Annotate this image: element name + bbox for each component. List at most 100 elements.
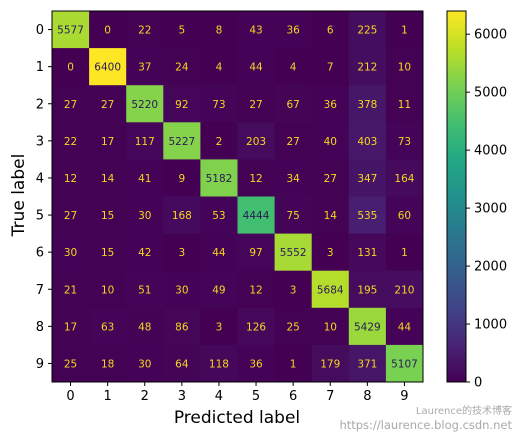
cell-value-label: 210: [394, 284, 414, 296]
heatmap-cell: [348, 233, 387, 272]
y-axis-label: True label: [9, 154, 29, 238]
x-tick-label: 7: [326, 389, 334, 404]
cell-value-label: 5429: [354, 321, 381, 333]
heatmap-cell: [385, 270, 424, 309]
heatmap-cell: [126, 233, 164, 272]
cell-value-label: 42: [138, 247, 151, 259]
heatmap-cell: [200, 85, 238, 123]
heatmap-cell: [274, 307, 313, 346]
colorbar-tick-label: 5000: [474, 86, 507, 101]
cell-value-label: 0: [104, 25, 111, 37]
heatmap-cell: [237, 122, 276, 160]
cell-value-label: 27: [249, 99, 262, 111]
colorbar-tick-label: 6000: [474, 28, 507, 43]
cell-value-label: 1: [401, 247, 408, 259]
heatmap-cell: [126, 159, 164, 197]
cell-value-label: 36: [249, 358, 263, 370]
y-tick-label: 1: [36, 60, 44, 75]
heatmap-cell: [348, 11, 387, 49]
x-tick-label: 0: [66, 389, 74, 404]
x-tick-label: 8: [363, 389, 371, 404]
heatmap-cell: [89, 11, 127, 49]
cell-value-label: 34: [286, 173, 300, 185]
cell-value-label: 5227: [168, 136, 195, 148]
cell-value-label: 24: [175, 62, 189, 74]
heatmap-cell: [126, 11, 164, 49]
heatmap-cell: [89, 85, 127, 123]
heatmap-cell: [385, 11, 424, 49]
heatmap-cell: [237, 307, 276, 346]
cell-value-label: 75: [286, 210, 299, 222]
heatmap-cell: [200, 11, 238, 49]
y-tick-label: 0: [36, 23, 44, 38]
cell-value-label: 371: [357, 358, 377, 370]
cell-value-label: 535: [357, 210, 377, 222]
heatmap-cell: [52, 122, 90, 160]
cell-value-label: 9: [179, 173, 186, 185]
cell-value-label: 118: [209, 358, 229, 370]
colorbar-tick-label: 2000: [474, 260, 507, 275]
y-tick-label: 5: [36, 209, 44, 224]
heatmap-cell: [237, 48, 276, 86]
cell-value-label: 5107: [391, 358, 418, 370]
cell-value-label: 25: [64, 358, 77, 370]
cell-value-label: 27: [324, 173, 337, 185]
cell-value-label: 203: [246, 136, 266, 148]
heatmap-cell: [348, 270, 387, 309]
x-axis-label: Predicted label: [174, 408, 300, 428]
cell-value-label: 30: [138, 358, 151, 370]
heatmap-cell: [311, 196, 350, 235]
heatmap-cell: [348, 344, 387, 383]
cell-value-label: 4444: [243, 210, 270, 222]
heatmap-cell: [200, 122, 238, 160]
heatmap-cell: [200, 344, 238, 383]
heatmap-cell: [237, 344, 276, 383]
cell-value-label: 27: [286, 136, 299, 148]
heatmap-cell: [274, 85, 313, 123]
cell-value-label: 5: [179, 25, 186, 37]
cell-value-label: 3: [216, 321, 223, 333]
heatmap-cell: [311, 233, 350, 272]
cell-value-label: 27: [64, 99, 77, 111]
cell-value-label: 92: [175, 99, 188, 111]
heatmap-cell: [200, 307, 238, 346]
colorbar-tick-label: 1000: [474, 318, 507, 333]
heatmap-cell: [89, 233, 127, 272]
cell-value-label: 30: [175, 284, 188, 296]
cell-value-label: 14: [101, 173, 115, 185]
heatmap-cell: [311, 344, 350, 383]
heatmap-cell: [311, 159, 350, 197]
heatmap-cell: [348, 159, 387, 197]
heatmap-cell: [385, 196, 424, 235]
heatmap-cell: [274, 270, 313, 309]
cell-value-label: 17: [101, 136, 114, 148]
cell-value-label: 403: [357, 136, 377, 148]
x-tick-label: 1: [104, 389, 112, 404]
cell-value-label: 195: [357, 284, 377, 296]
heatmap-cell: [274, 196, 313, 235]
cell-value-label: 30: [138, 210, 151, 222]
cell-value-label: 5577: [57, 25, 84, 37]
heatmap-cell: [237, 196, 276, 235]
cell-value-label: 22: [138, 25, 151, 37]
heatmap-cell: [52, 307, 90, 346]
heatmap-cell: [274, 11, 313, 49]
y-tick-label: 3: [36, 134, 44, 149]
heatmap-cell: [311, 270, 350, 309]
cell-value-label: 15: [101, 247, 114, 259]
cell-value-label: 41: [138, 173, 151, 185]
cell-value-label: 12: [249, 173, 262, 185]
cell-value-label: 11: [398, 99, 411, 111]
heatmap-cell: [348, 122, 387, 160]
heatmap-cell: [385, 344, 424, 383]
heatmap-cells: [52, 11, 424, 383]
y-tick-label: 7: [36, 283, 44, 298]
cell-value-label: 164: [394, 173, 414, 185]
heatmap-cell: [126, 344, 164, 383]
cell-value-label: 212: [357, 62, 377, 74]
cell-value-label: 67: [286, 99, 299, 111]
heatmap-cell: [274, 344, 313, 383]
heatmap-cell: [52, 344, 90, 383]
heatmap-cell: [163, 344, 201, 383]
